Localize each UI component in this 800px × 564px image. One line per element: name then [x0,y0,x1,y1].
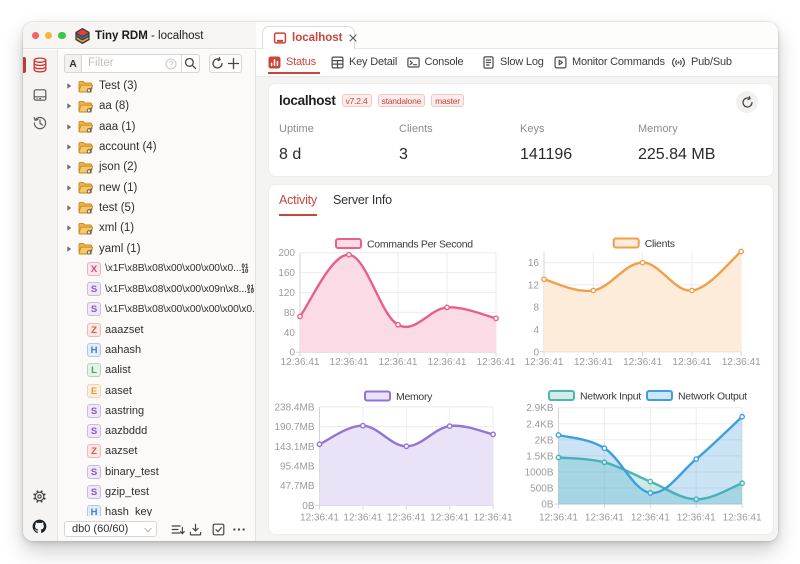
svg-text:12:36:41: 12:36:41 [623,357,662,368]
svg-text:200: 200 [278,248,295,259]
svg-text:190.7MB: 190.7MB [274,422,314,433]
svg-text:12:36:41: 12:36:41 [281,357,320,368]
svg-text:Network Output: Network Output [678,391,747,403]
svg-text:12:36:41: 12:36:41 [722,357,761,368]
svg-text:12:36:41: 12:36:41 [539,513,578,524]
svg-text:12:36:41: 12:36:41 [631,513,670,524]
svg-text:Memory: Memory [396,391,433,403]
svg-text:143.1MB: 143.1MB [274,442,314,453]
svg-text:Commands Per Second: Commands Per Second [367,239,473,251]
svg-text:12:36:41: 12:36:41 [343,513,382,524]
svg-text:500B: 500B [530,484,554,495]
svg-text:0: 0 [533,347,539,358]
svg-text:1000B: 1000B [525,468,554,479]
svg-text:47.7MB: 47.7MB [280,481,315,492]
svg-text:12:36:41: 12:36:41 [723,513,762,524]
svg-text:0B: 0B [541,500,554,511]
svg-text:12: 12 [528,280,540,291]
svg-text:12:36:41: 12:36:41 [379,357,418,368]
svg-text:160: 160 [278,268,295,279]
svg-text:2KB: 2KB [535,435,554,446]
svg-text:80: 80 [284,308,296,319]
svg-text:40: 40 [284,328,296,339]
svg-text:16: 16 [528,258,540,269]
svg-text:2.4KB: 2.4KB [526,419,554,430]
svg-text:Network Input: Network Input [580,391,641,403]
svg-text:12:36:41: 12:36:41 [330,357,369,368]
svg-text:2.9KB: 2.9KB [526,403,554,414]
svg-text:Clients: Clients [645,238,675,250]
svg-text:12:36:41: 12:36:41 [672,357,711,368]
svg-text:12:36:41: 12:36:41 [585,513,624,524]
svg-text:12:36:41: 12:36:41 [474,513,513,524]
svg-text:12:36:41: 12:36:41 [477,357,516,368]
svg-text:95.4MB: 95.4MB [280,462,315,473]
svg-text:12:36:41: 12:36:41 [677,513,716,524]
svg-text:1.5KB: 1.5KB [526,451,554,462]
svg-text:12:36:41: 12:36:41 [430,513,469,524]
svg-text:0B: 0B [302,501,315,512]
svg-text:12:36:41: 12:36:41 [574,357,613,368]
svg-text:12:36:41: 12:36:41 [387,513,426,524]
svg-text:8: 8 [533,303,539,314]
svg-text:120: 120 [278,288,295,299]
svg-text:238.4MB: 238.4MB [274,402,314,413]
svg-text:12:36:41: 12:36:41 [525,357,564,368]
svg-text:12:36:41: 12:36:41 [428,357,467,368]
svg-text:0: 0 [289,348,295,359]
svg-text:4: 4 [533,325,539,336]
svg-text:12:36:41: 12:36:41 [300,513,339,524]
